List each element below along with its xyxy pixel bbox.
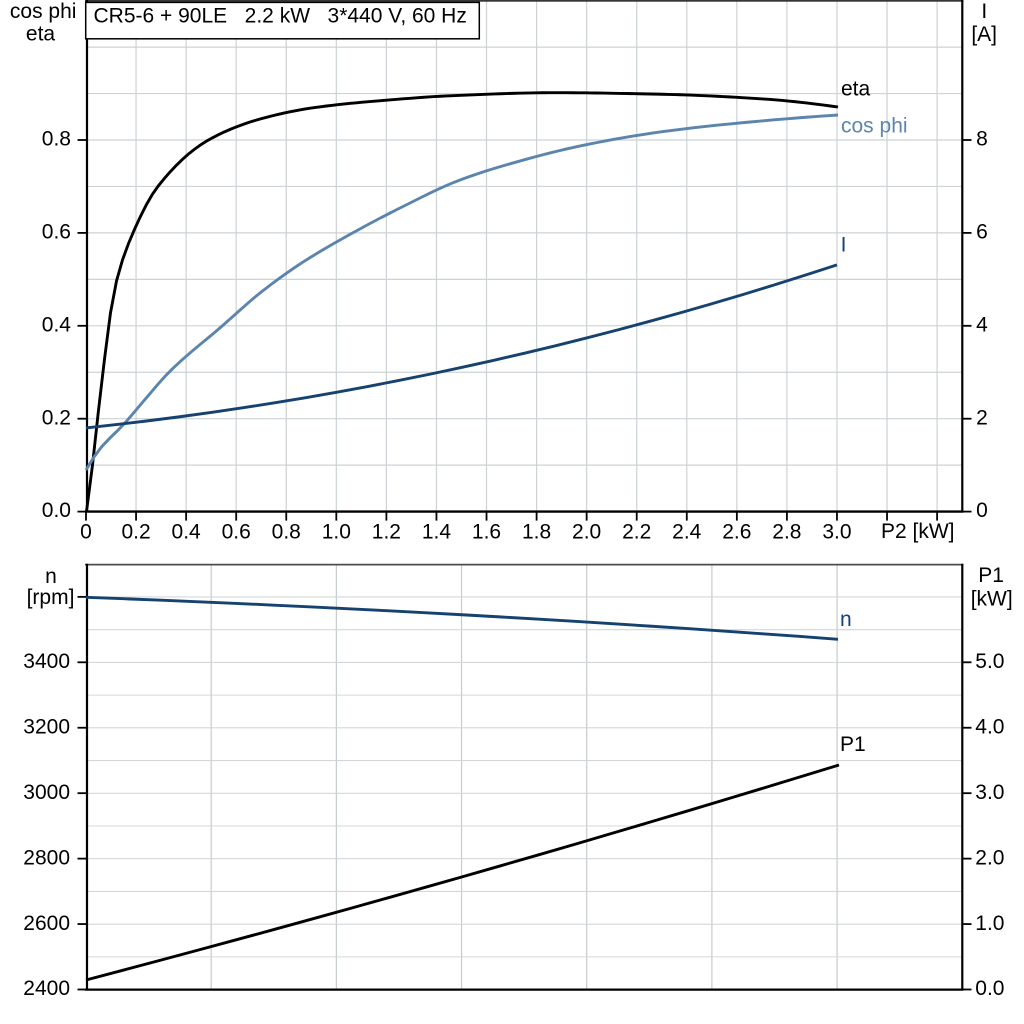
svg-text:P1: P1	[978, 564, 1004, 587]
svg-text:eta: eta	[26, 22, 56, 45]
svg-text:3.0: 3.0	[975, 781, 1004, 804]
svg-text:[rpm]: [rpm]	[27, 586, 75, 609]
svg-text:[A]: [A]	[971, 23, 997, 46]
svg-text:3.0: 3.0	[822, 520, 851, 543]
svg-text:n: n	[45, 565, 57, 588]
svg-text:CR5-6 + 90LE 2.2 kW 3*440: CR5-6 + 90LE 2.2 kW 3*440 V, 60 Hz	[94, 4, 467, 27]
svg-text:cos phi: cos phi	[10, 0, 77, 23]
svg-text:0.2: 0.2	[42, 406, 71, 429]
svg-text:2.0: 2.0	[572, 520, 601, 543]
svg-text:1.6: 1.6	[472, 520, 501, 543]
svg-text:n: n	[840, 608, 852, 631]
svg-text:3400: 3400	[23, 650, 70, 673]
svg-text:0.0: 0.0	[42, 499, 71, 522]
svg-text:3000: 3000	[23, 781, 70, 804]
svg-text:I: I	[981, 0, 987, 23]
svg-text:3200: 3200	[23, 715, 70, 738]
svg-text:I: I	[841, 234, 847, 257]
svg-text:8: 8	[976, 128, 988, 151]
svg-text:0.0: 0.0	[975, 977, 1004, 1000]
svg-text:0.2: 0.2	[121, 520, 150, 543]
svg-text:[kW]: [kW]	[971, 588, 1013, 611]
svg-text:2800: 2800	[23, 846, 70, 869]
svg-text:6: 6	[976, 221, 988, 244]
svg-text:0: 0	[976, 499, 988, 522]
svg-text:0.4: 0.4	[42, 313, 72, 336]
svg-text:cos phi: cos phi	[841, 114, 908, 137]
svg-text:1.2: 1.2	[372, 520, 401, 543]
svg-text:4.0: 4.0	[975, 715, 1004, 738]
svg-text:2600: 2600	[23, 912, 70, 935]
svg-text:4: 4	[976, 313, 988, 336]
svg-text:0.6: 0.6	[42, 221, 71, 244]
svg-text:2.6: 2.6	[722, 520, 751, 543]
svg-text:0.4: 0.4	[172, 520, 202, 543]
svg-text:2.0: 2.0	[975, 846, 1004, 869]
svg-text:0.6: 0.6	[222, 520, 251, 543]
svg-text:1.8: 1.8	[522, 520, 551, 543]
svg-text:P2 [kW]: P2 [kW]	[881, 520, 955, 543]
svg-text:2.8: 2.8	[772, 520, 801, 543]
svg-text:P1: P1	[840, 733, 866, 756]
svg-text:1.0: 1.0	[322, 520, 351, 543]
svg-text:5.0: 5.0	[975, 650, 1004, 673]
svg-text:0: 0	[80, 520, 92, 543]
svg-text:2400: 2400	[23, 977, 70, 1000]
svg-text:2: 2	[976, 406, 988, 429]
svg-text:2.2: 2.2	[622, 520, 651, 543]
svg-text:1.4: 1.4	[422, 520, 452, 543]
svg-text:1.0: 1.0	[975, 912, 1004, 935]
svg-text:0.8: 0.8	[42, 128, 71, 151]
svg-text:0.8: 0.8	[272, 520, 301, 543]
svg-text:2.4: 2.4	[672, 520, 702, 543]
svg-text:eta: eta	[841, 78, 871, 101]
